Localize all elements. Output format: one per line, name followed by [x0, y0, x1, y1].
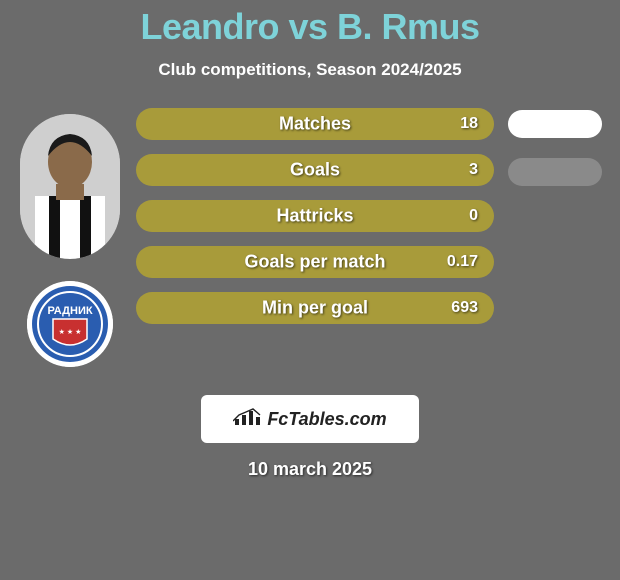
stat-value: 693 — [451, 299, 478, 317]
club-logo: РАДНИК ★ ★ ★ — [27, 281, 113, 367]
stat-bar-hattricks: Hattricks 0 — [136, 200, 494, 232]
svg-text:★ ★ ★: ★ ★ ★ — [59, 328, 82, 336]
date-text: 10 march 2025 — [0, 459, 620, 480]
player-photo — [20, 114, 120, 259]
fctables-badge[interactable]: FcTables.com — [201, 395, 419, 443]
stat-value: 0 — [469, 207, 478, 225]
stat-bars: Matches 18 Goals 3 Hattricks 0 Goals per… — [130, 108, 500, 324]
chart-icon — [233, 407, 261, 432]
stat-label: Goals per match — [244, 252, 385, 273]
stat-bar-matches: Matches 18 — [136, 108, 494, 140]
stat-bar-goals-per-match: Goals per match 0.17 — [136, 246, 494, 278]
svg-text:РАДНИК: РАДНИК — [47, 305, 92, 317]
stat-label: Goals — [290, 160, 340, 181]
content-row: РАДНИК ★ ★ ★ Matches 18 Goals 3 Hattrick… — [0, 108, 620, 367]
fctables-text: FcTables.com — [267, 409, 386, 430]
subtitle: Club competitions, Season 2024/2025 — [0, 60, 620, 80]
comparison-pill-2 — [508, 158, 602, 186]
stat-bar-min-per-goal: Min per goal 693 — [136, 292, 494, 324]
stat-value: 0.17 — [447, 253, 478, 271]
page-title: Leandro vs B. Rmus — [0, 0, 620, 48]
stat-value: 3 — [469, 161, 478, 179]
stat-label: Matches — [279, 114, 351, 135]
stat-bar-goals: Goals 3 — [136, 154, 494, 186]
stat-label: Hattricks — [276, 206, 353, 227]
avatar-column: РАДНИК ★ ★ ★ — [10, 108, 130, 367]
stat-value: 18 — [460, 115, 478, 133]
comparison-card: Leandro vs B. Rmus Club competitions, Se… — [0, 0, 620, 580]
right-column — [500, 108, 610, 186]
stat-label: Min per goal — [262, 298, 368, 319]
comparison-pill-1 — [508, 110, 602, 138]
